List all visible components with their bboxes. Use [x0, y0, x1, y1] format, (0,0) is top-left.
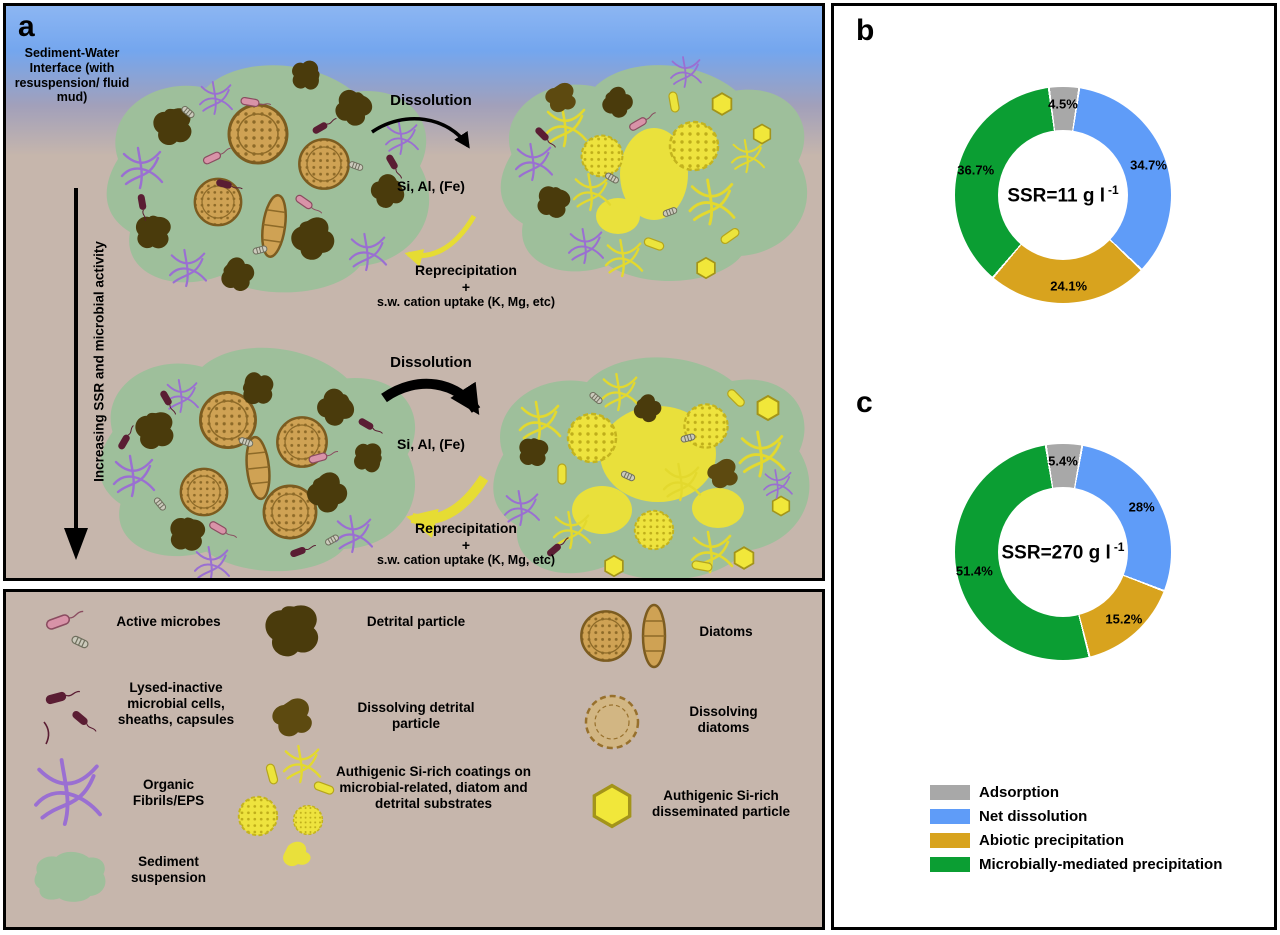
ssr-value-c-text: SSR=270 g l: [1001, 542, 1111, 564]
cation-uptake-label-bottom: s.w. cation uptake (K, Mg, etc): [376, 553, 556, 567]
reprecipitation-label-bottom: Reprecipitation: [415, 520, 517, 536]
authigenic-hexagon-icon: [592, 783, 632, 829]
legend-label-detrital-particle: Detrital particle: [366, 614, 466, 629]
legend-label-dissolving-detrital: Dissolving detrital particle: [357, 700, 475, 731]
lysed-cells-icon: [43, 686, 100, 745]
segment-percent-label: 34.7%: [1130, 157, 1167, 173]
panel-a-label: a: [18, 10, 35, 43]
legend-label-authigenic-disseminated: Authigenic Si-rich disseminated particle: [651, 788, 791, 819]
legend-row-adsorption: Adsorption: [930, 784, 1222, 801]
microbial-precipitation-label: Microbially-mediated precipitation: [979, 856, 1223, 873]
dissolving-diatoms-icon: [584, 694, 640, 750]
plus-label-bottom: +: [461, 537, 471, 553]
panel-b-label: b: [856, 14, 875, 47]
legend-icons: [34, 603, 667, 902]
abiotic-precipitation-label: Abiotic precipitation: [979, 832, 1125, 849]
sediment-suspension-icon: [34, 851, 106, 902]
sediment-water-interface-caption: Sediment-Water Interface (with resuspens…: [14, 46, 130, 105]
dissolution-label-top: Dissolution: [390, 92, 472, 109]
dissolution-arrow-top: [371, 117, 470, 149]
legend-label-dissolving-diatoms: Dissolving diatoms: [689, 704, 758, 735]
schematic-illustration: [64, 56, 813, 578]
abiotic-precipitation-swatch: [930, 833, 970, 848]
segment-percent-label: 28%: [1128, 499, 1155, 515]
segment-percent-label: 51.4%: [955, 563, 993, 579]
dissolution-label-bottom: Dissolution: [390, 354, 472, 371]
legend-label-active-microbes: Active microbes: [116, 614, 221, 629]
net-dissolution-label: Net dissolution: [979, 808, 1088, 825]
net-dissolution-swatch: [930, 809, 970, 824]
donut-b-hole: SSR=11 g l -1: [998, 130, 1128, 260]
suspension-blob-top-altered: [500, 56, 808, 282]
ssr-axis-label: Increasing SSR and microbial activity: [91, 241, 107, 482]
plus-label-top: +: [461, 279, 471, 295]
adsorption-label: Adsorption: [979, 784, 1059, 801]
legend-row-microbial-precipitation: Microbially-mediated precipitation: [930, 856, 1222, 873]
legend-label-lysed-cells: Lysed-inactive microbial cells, sheaths,…: [117, 680, 235, 727]
ssr-exponent-c: -1: [1113, 539, 1125, 554]
dissolution-arrow-bottom: [381, 378, 481, 416]
ssr-value-b-text: SSR=11 g l: [1007, 185, 1106, 207]
legend-row-net-dissolution: Net dissolution: [930, 808, 1222, 825]
organic-fibrils-icon: [34, 758, 102, 826]
symbol-legend-panel: Active microbes Lysed-inactive microbial…: [3, 589, 825, 930]
active-microbes-icon: [44, 607, 90, 650]
adsorption-swatch: [930, 785, 970, 800]
dissolving-detrital-icon: [272, 698, 312, 737]
panel-a-schematic: a Sediment-Water Interface (with resuspe…: [3, 3, 825, 581]
segment-percent-label: 5.4%: [1048, 453, 1078, 469]
microbial-precipitation-swatch: [930, 857, 970, 872]
ssr-value-b: SSR=11 g l -1: [1007, 183, 1118, 207]
ssr-axis-arrow: [64, 188, 88, 560]
panel-c-label: c: [856, 386, 873, 419]
reprecipitation-arrow-bottom: [406, 475, 489, 538]
ions-label-top: Si, Al, (Fe): [397, 178, 465, 194]
charts-panel: b SSR=11 g l -1 4.5% 34.7% 24.1% 36.7% c SSR…: [831, 3, 1277, 930]
segment-percent-label: 4.5%: [1048, 96, 1078, 112]
donut-chart-c: SSR=270 g l -1 5.4% 28% 15.2% 51.4%: [955, 444, 1171, 660]
segment-percent-label: 36.7%: [957, 162, 995, 178]
ions-label-bottom: Si, Al, (Fe): [397, 436, 465, 452]
cation-uptake-label-top: s.w. cation uptake (K, Mg, etc): [376, 295, 556, 309]
legend-label-authigenic-coatings: Authigenic Si-rich coatings on microbial…: [335, 764, 531, 811]
donut-c-hole: SSR=270 g l -1: [998, 487, 1128, 617]
legend-row-abiotic-precipitation: Abiotic precipitation: [930, 832, 1222, 849]
legend-label-diatoms: Diatoms: [699, 624, 753, 639]
segment-percent-label: 24.1%: [1050, 278, 1088, 294]
legend-label-sediment-suspension: Sediment suspension: [130, 854, 206, 885]
detrital-particle-icon: [265, 605, 319, 657]
segment-percent-label: 15.2%: [1105, 611, 1143, 627]
legend-label-organic-fibrils: Organic Fibrils/EPS: [132, 777, 205, 808]
diatoms-icon: [580, 603, 667, 669]
donut-chart-b: SSR=11 g l -1 4.5% 34.7% 24.1% 36.7%: [955, 87, 1171, 303]
ssr-exponent-b: -1: [1108, 182, 1119, 197]
authigenic-coatings-icon: [237, 744, 336, 867]
reprecipitation-label-top: Reprecipitation: [415, 262, 517, 278]
reprecipitation-arrow-top: [404, 214, 477, 267]
ssr-value-c: SSR=270 g l -1: [1002, 540, 1125, 564]
chart-legend: Adsorption Net dissolution Abiotic preci…: [930, 784, 1222, 880]
suspension-blob-bottom-altered: [488, 352, 813, 578]
